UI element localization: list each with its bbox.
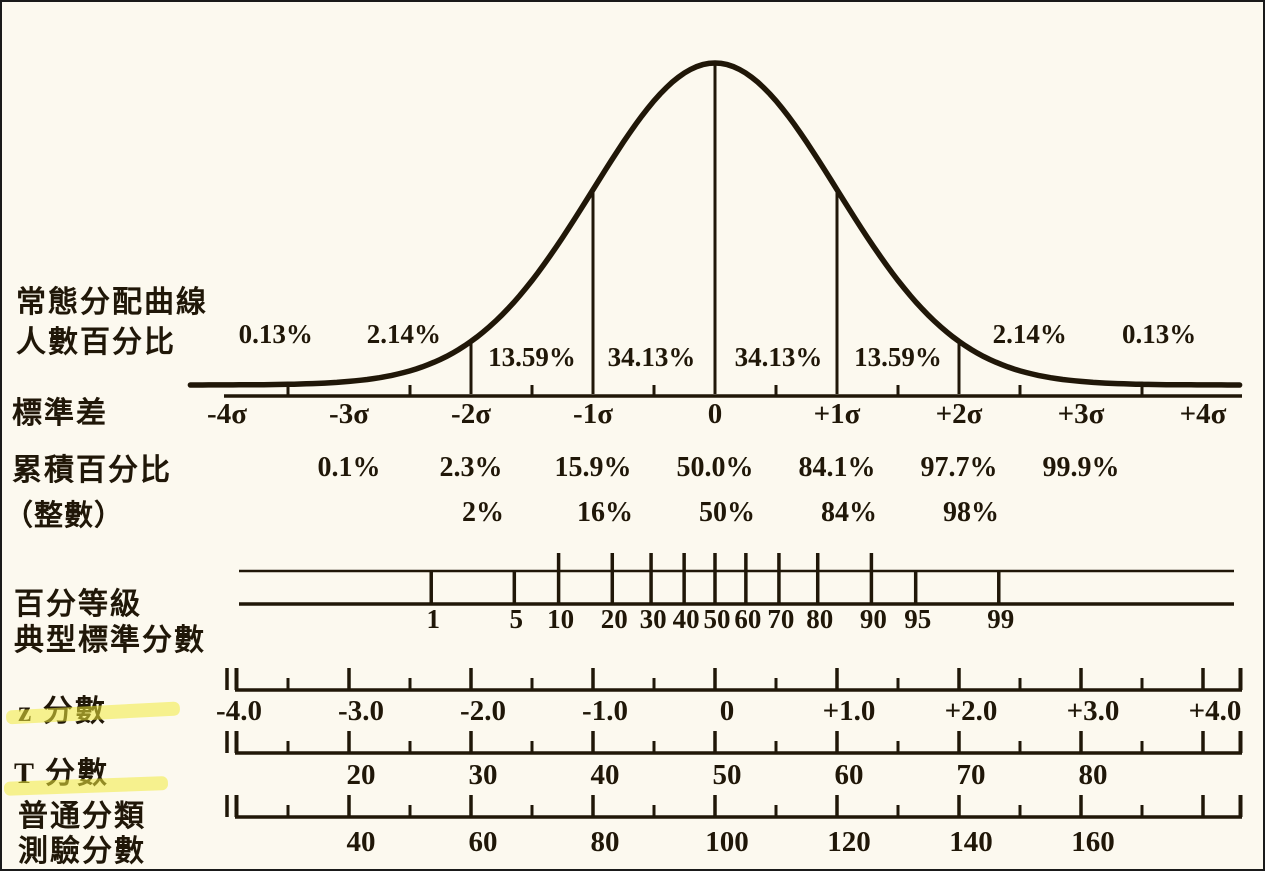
percentile-tick-label: 60 xyxy=(734,604,761,634)
label-people-percentage: 人數百分比 xyxy=(16,326,176,359)
sd-tick-label: -2σ xyxy=(451,398,491,430)
t-score-label: 80 xyxy=(1079,759,1108,791)
percentile-tick-label: 40 xyxy=(673,604,700,634)
sd-tick-label: -4σ xyxy=(207,398,247,430)
sd-tick-label: -1σ xyxy=(573,398,613,430)
highlight-z-score xyxy=(6,701,180,725)
cumulative-percentage: 50.0% xyxy=(677,452,754,483)
band-percentage: 13.59% xyxy=(854,342,942,372)
cumulative-percentage: 2.3% xyxy=(440,452,503,483)
cumulative-percentage: 84.1% xyxy=(799,452,876,483)
band-percentage: 0.13% xyxy=(239,319,313,349)
generated-layer: 0.13% 2.14% 13.59% 34.13% 34.13% 13.59% 2.14% 0… xyxy=(187,60,1243,858)
z-score-label: -3.0 xyxy=(338,695,384,727)
z-score-label: -1.0 xyxy=(582,695,628,727)
t-score-label: 50 xyxy=(713,759,742,791)
t-score-label: 60 xyxy=(835,759,864,791)
band-percentage: 13.59% xyxy=(488,342,576,372)
label-typical-standard-scores: 典型標準分數 xyxy=(14,623,206,657)
sd-tick-label: +2σ xyxy=(936,398,983,430)
label-classification-test-2: 測驗分數 xyxy=(18,834,146,868)
highlight-t-score xyxy=(4,776,168,796)
sd-tick-label: +4σ xyxy=(1180,398,1227,430)
z-score-label: +1.0 xyxy=(823,695,876,727)
cumulative-rounded: 2% xyxy=(462,497,504,528)
z-score-label: 0 xyxy=(720,695,735,727)
cumulative-percentage: 97.7% xyxy=(921,452,998,483)
t-score-label: 20 xyxy=(347,759,376,791)
t-score-label: 70 xyxy=(957,759,986,791)
band-percentage: 2.14% xyxy=(993,319,1067,349)
test-score-label: 40 xyxy=(347,826,376,858)
percentile-tick-label: 90 xyxy=(860,604,887,634)
percentile-tick-label: 70 xyxy=(767,604,794,634)
t-score-label: 30 xyxy=(469,759,498,791)
cumulative-percentage: 99.9% xyxy=(1043,452,1120,483)
percentile-tick-label: 50 xyxy=(704,604,731,634)
z-score-label: +3.0 xyxy=(1067,695,1120,727)
cumulative-rounded: 98% xyxy=(943,497,999,528)
test-score-label: 120 xyxy=(827,826,871,858)
percentile-tick-label: 1 xyxy=(426,604,440,634)
sd-tick-label: 0 xyxy=(708,398,723,430)
sd-tick-label: +1σ xyxy=(814,398,861,430)
test-score-label: 100 xyxy=(705,826,749,858)
band-percentage: 2.14% xyxy=(367,319,441,349)
z-score-label: -4.0 xyxy=(216,695,262,727)
z-score-label: +4.0 xyxy=(1189,695,1242,727)
normal-curve xyxy=(187,60,1243,388)
cumulative-percentage: 15.9% xyxy=(555,452,632,483)
band-percentage: 0.13% xyxy=(1122,319,1196,349)
percentile-tick-label: 80 xyxy=(806,604,833,634)
cumulative-rounded: 16% xyxy=(577,497,633,528)
percentile-tick-label: 99 xyxy=(987,604,1014,634)
band-percentage: 34.13% xyxy=(735,342,823,372)
test-score-label: 140 xyxy=(949,826,993,858)
cumulative-rounded: 50% xyxy=(699,497,755,528)
cumulative-percentage: 0.1% xyxy=(318,452,381,483)
percentile-tick-label: 30 xyxy=(640,604,667,634)
percentile-tick-label: 20 xyxy=(601,604,628,634)
label-standard-deviation: 標準差 xyxy=(12,396,108,430)
sd-tick-label: -3σ xyxy=(329,398,369,430)
z-score-label: +2.0 xyxy=(945,695,998,727)
percentile-tick-label: 5 xyxy=(510,604,524,634)
test-score-label: 160 xyxy=(1071,826,1115,858)
label-normal-curve: 常態分配曲線 xyxy=(16,285,208,319)
label-cumulative-percentage: 累積百分比 xyxy=(12,454,172,487)
percentile-tick-label: 95 xyxy=(904,604,931,634)
sd-tick-label: +3σ xyxy=(1058,398,1105,430)
band-percentage: 34.13% xyxy=(608,342,696,372)
cumulative-rounded: 84% xyxy=(821,497,877,528)
label-cumulative-integer: （整數） xyxy=(4,499,124,532)
z-score-label: -2.0 xyxy=(460,695,506,727)
label-classification-test-1: 普通分類 xyxy=(18,799,146,833)
test-score-label: 80 xyxy=(591,826,620,858)
label-percentile-rank: 百分等級 xyxy=(14,587,142,621)
t-score-label: 40 xyxy=(591,759,620,791)
percentile-tick-label: 10 xyxy=(547,604,574,634)
test-score-label: 60 xyxy=(469,826,498,858)
